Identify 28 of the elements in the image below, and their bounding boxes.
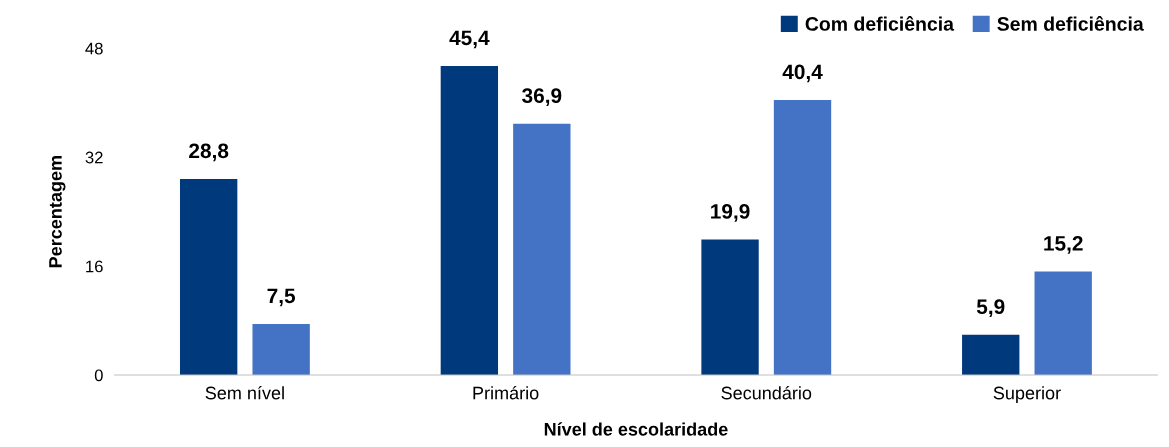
bar xyxy=(179,178,238,376)
y-tick-label: 0 xyxy=(94,369,103,382)
legend-label: Sem deficiência xyxy=(997,16,1144,31)
y-axis-title: Percentagem xyxy=(49,156,66,268)
y-tick-label: 16 xyxy=(86,260,103,273)
bar xyxy=(252,323,310,376)
bar xyxy=(1034,271,1092,376)
bar xyxy=(773,100,832,376)
data-label: 36,9 xyxy=(522,88,562,107)
x-tick-label: Superior xyxy=(993,386,1061,403)
x-tick-label: Secundário xyxy=(721,385,812,400)
x-tick-label: Primário xyxy=(473,385,539,400)
bar xyxy=(962,334,1020,376)
legend-label: Com deficiência xyxy=(805,16,955,31)
y-tick-label: 32 xyxy=(85,151,103,164)
data-label: 5,9 xyxy=(976,299,1005,318)
bar xyxy=(513,123,571,376)
data-label: 28,8 xyxy=(189,143,229,162)
data-label: 7,5 xyxy=(267,288,296,307)
data-label: 45,4 xyxy=(449,30,490,49)
y-tick-label: 48 xyxy=(85,42,103,55)
data-label: 19,9 xyxy=(711,204,750,222)
data-label: 15,2 xyxy=(1044,236,1083,254)
x-tick-label: Sem nível xyxy=(205,385,284,400)
bar xyxy=(440,65,499,376)
x-axis-title: Nível de escolaridade xyxy=(544,422,728,436)
bar xyxy=(701,239,759,376)
data-label: 40,4 xyxy=(782,64,823,83)
